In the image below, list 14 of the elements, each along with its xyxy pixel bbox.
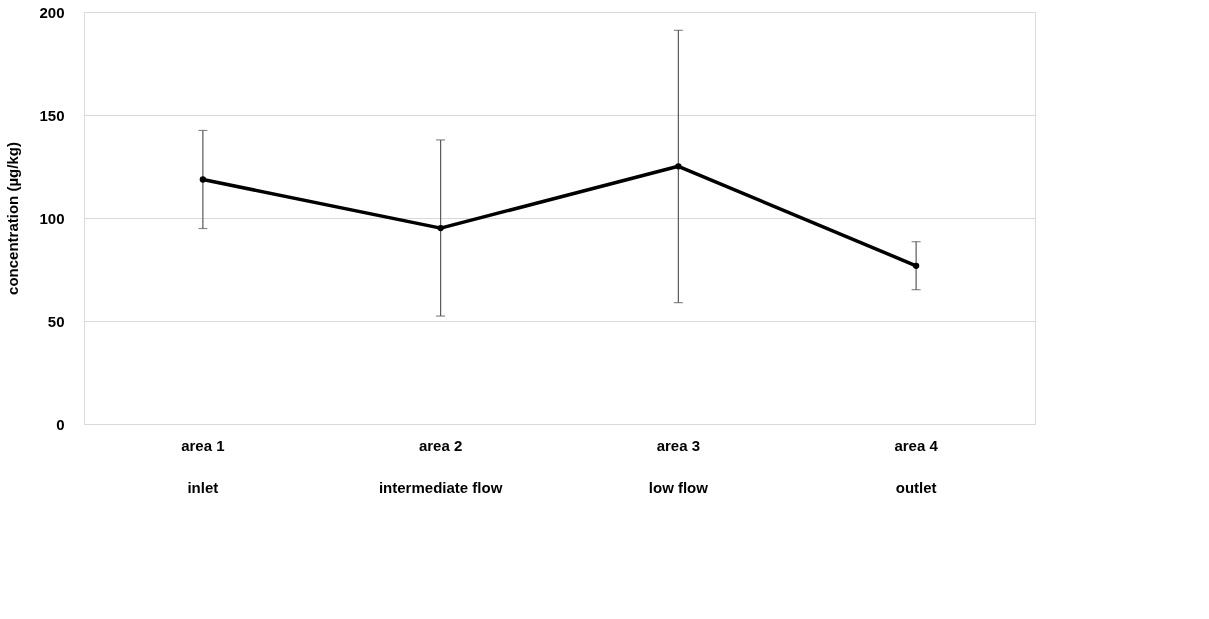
category-label: area 2 intermediate flow <box>378 436 503 496</box>
point <box>675 163 682 170</box>
y-tick-label: 200 <box>39 3 65 21</box>
y-axis-title: concentration (µg/kg) <box>4 142 22 295</box>
point <box>199 176 207 183</box>
category-label: area 3 low flow <box>648 436 708 496</box>
y-tick-label: 50 <box>47 312 65 330</box>
category-label: area 1 inlet <box>181 436 225 496</box>
category-label: area 4 outlet <box>894 436 938 496</box>
point <box>912 262 920 269</box>
y-tick-label: 150 <box>39 106 65 124</box>
y-tick-label: 0 <box>56 415 65 433</box>
y-tick-label: 100 <box>39 209 65 227</box>
point <box>437 224 444 232</box>
